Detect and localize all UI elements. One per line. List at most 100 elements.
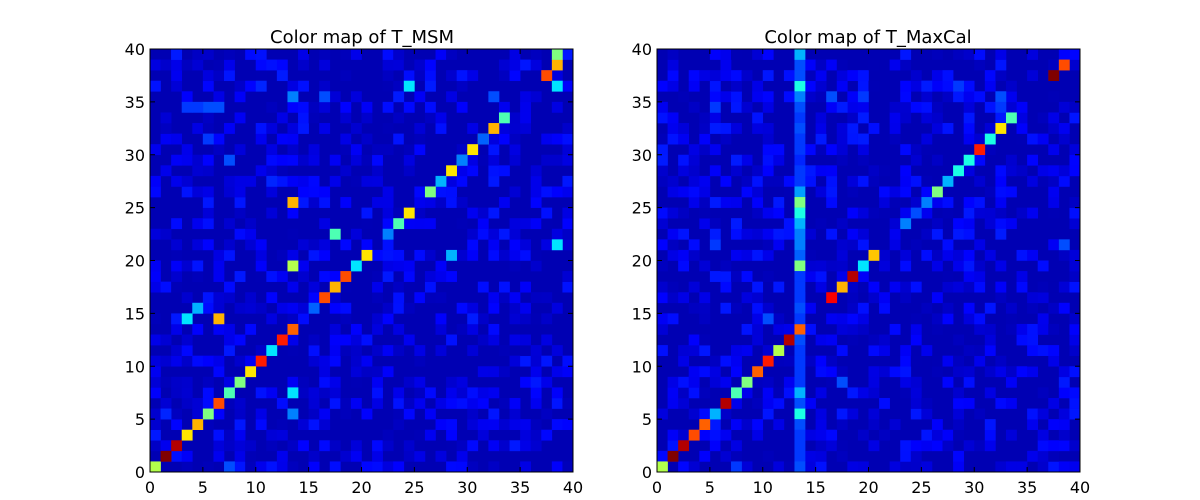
heatmap-cell — [488, 408, 500, 420]
heatmap-cell — [446, 334, 457, 346]
heatmap-cell — [836, 80, 848, 92]
heatmap-cell — [509, 302, 521, 314]
heatmap-cell — [1027, 355, 1038, 367]
heatmap-cell — [879, 207, 890, 219]
heatmap-cell — [530, 218, 542, 230]
heatmap-cell — [319, 239, 331, 251]
heatmap-cell — [773, 154, 785, 166]
heatmap-cell — [1005, 154, 1017, 166]
heatmap-cell — [276, 429, 288, 441]
heatmap-cell — [562, 355, 574, 367]
heatmap-cell — [541, 429, 553, 441]
heatmap-cell — [319, 271, 331, 282]
heatmap-cell — [688, 429, 700, 441]
heatmap-cell — [667, 387, 679, 399]
heatmap-cell — [414, 355, 426, 367]
heatmap-cell — [403, 207, 415, 219]
heatmap-cell — [340, 70, 352, 82]
heatmap-cell — [340, 408, 352, 420]
heatmap-cell — [709, 440, 721, 452]
heatmap-cell — [562, 123, 574, 134]
heatmap-cell — [1069, 249, 1081, 261]
heatmap-cell — [963, 49, 975, 60]
heatmap-cell — [361, 112, 373, 124]
heatmap-cell — [298, 175, 309, 187]
heatmap-cell — [1037, 112, 1049, 124]
heatmap-cell — [836, 440, 848, 452]
heatmap-cell — [995, 101, 1007, 113]
heatmap-cell — [921, 175, 933, 187]
heatmap-cell — [1027, 450, 1038, 462]
heatmap-cell — [287, 461, 299, 473]
heatmap-cell — [266, 101, 278, 113]
heatmap-cell — [287, 260, 299, 272]
heatmap-cell — [287, 207, 299, 219]
heatmap-cell — [762, 239, 774, 251]
heatmap-cell — [805, 175, 816, 187]
heatmap-cell — [160, 59, 172, 71]
heatmap-cell — [974, 207, 986, 219]
heatmap-cell — [974, 154, 986, 166]
heatmap-cell — [467, 408, 479, 420]
heatmap-cell — [171, 387, 183, 399]
heatmap-cell — [435, 112, 447, 124]
heatmap-cell — [847, 292, 859, 304]
heatmap-cell — [298, 186, 309, 198]
heatmap-cell — [372, 154, 383, 166]
heatmap-cell — [699, 123, 711, 134]
heatmap-cell — [446, 249, 457, 261]
heatmap-cell — [900, 376, 912, 388]
heatmap-cell — [1058, 429, 1070, 441]
heatmap-cell — [414, 70, 426, 82]
heatmap-cell — [287, 101, 299, 113]
heatmap-cell — [255, 123, 267, 134]
heatmap-cell — [1069, 461, 1081, 473]
heatmap-cell — [498, 165, 510, 177]
heatmap-cell — [361, 207, 373, 219]
heatmap-cell — [150, 376, 161, 388]
heatmap-cell — [361, 101, 373, 113]
heatmap-cell — [762, 408, 774, 420]
heatmap-cell — [921, 429, 933, 441]
heatmap-cell — [234, 376, 246, 388]
heatmap-cell — [150, 260, 161, 272]
heatmap-cell — [1069, 387, 1081, 399]
heatmap-cell — [794, 49, 806, 60]
heatmap-cell — [931, 323, 943, 335]
heatmap-cell — [762, 70, 774, 82]
heatmap-cell — [382, 345, 394, 356]
heatmap-cell — [498, 123, 510, 134]
heatmap-cell — [192, 397, 204, 409]
heatmap-cell — [424, 70, 436, 82]
heatmap-cell — [1069, 271, 1081, 282]
heatmap-cell — [910, 323, 922, 335]
heatmap-cell — [995, 112, 1007, 124]
heatmap-cell — [213, 313, 225, 325]
heatmap-cell — [857, 228, 869, 240]
heatmap-cell — [488, 334, 500, 346]
heatmap-cell — [868, 292, 880, 304]
heatmap-cell — [213, 101, 225, 113]
heatmap-cell — [541, 292, 553, 304]
heatmap-cell — [984, 387, 996, 399]
heatmap-cell — [1016, 101, 1028, 113]
heatmap-cell — [688, 345, 700, 356]
heatmap-cell — [287, 197, 299, 208]
heatmap-cell — [889, 101, 901, 113]
heatmap-cell — [720, 355, 732, 367]
heatmap-cell — [160, 334, 172, 346]
heatmap-cell — [889, 186, 901, 198]
heatmap-cell — [160, 165, 172, 177]
heatmap-cell — [805, 91, 816, 103]
heatmap-cell — [1069, 165, 1081, 177]
heatmap-cell — [403, 80, 415, 92]
heatmap-cell — [963, 197, 975, 208]
heatmap-cell — [1048, 144, 1060, 156]
heatmap-cell — [372, 440, 383, 452]
heatmap-cell — [720, 59, 732, 71]
heatmap-cell — [541, 154, 553, 166]
heatmap-cell — [424, 271, 436, 282]
heatmap-cell — [953, 461, 964, 473]
heatmap-cell — [1058, 59, 1070, 71]
heatmap-cell — [836, 154, 848, 166]
